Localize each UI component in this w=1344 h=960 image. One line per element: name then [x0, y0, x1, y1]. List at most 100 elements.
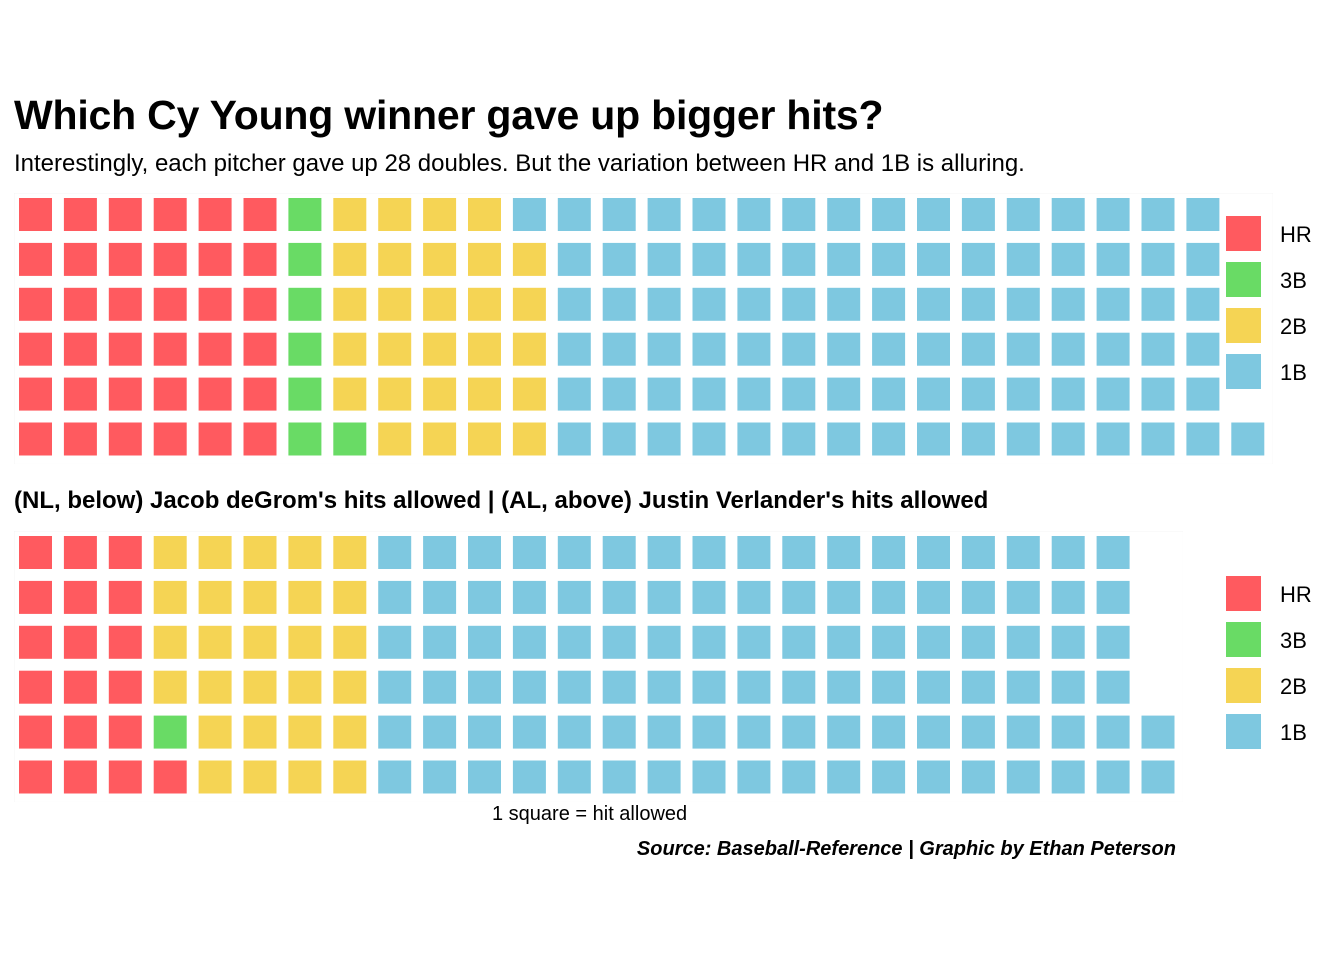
waffle-square-hr	[108, 377, 142, 411]
waffle-square-1b	[423, 715, 457, 749]
waffle-square-1b	[692, 242, 726, 276]
waffle-square-1b	[782, 670, 816, 704]
waffle-square-2b	[333, 670, 367, 704]
waffle-square-2b	[333, 760, 367, 794]
waffle-square-hr	[153, 198, 187, 231]
waffle-square-1b	[917, 332, 950, 366]
waffle-square-1b	[961, 625, 995, 659]
waffle-background	[14, 531, 1184, 803]
waffle-square-2b	[153, 670, 187, 704]
waffle-square-1b	[468, 580, 501, 614]
waffle-square-1b	[961, 670, 995, 704]
waffle-square-hr	[19, 625, 52, 659]
waffle-square-1b	[737, 242, 771, 276]
waffle-chart-verlander	[14, 193, 1274, 465]
waffle-square-1b	[692, 198, 726, 231]
waffle-square-1b	[1186, 242, 1220, 276]
waffle-square-2b	[333, 715, 367, 749]
waffle-square-1b	[827, 422, 861, 456]
waffle-square-1b	[827, 242, 861, 276]
waffle-chart-degrom	[14, 531, 1184, 803]
waffle-square-1b	[468, 536, 501, 569]
waffle-square-1b	[1096, 242, 1130, 276]
waffle-square-1b	[872, 422, 906, 456]
legend-label: 1B	[1280, 720, 1307, 745]
waffle-square-1b	[512, 670, 546, 704]
waffle-square-1b	[692, 760, 726, 794]
waffle-square-1b	[1051, 536, 1085, 569]
waffle-square-2b	[468, 198, 501, 231]
waffle-square-1b	[1096, 332, 1130, 366]
waffle-square-2b	[333, 198, 367, 231]
waffle-square-1b	[1006, 332, 1040, 366]
waffle-square-1b	[1051, 422, 1085, 456]
waffle-square-1b	[827, 580, 861, 614]
waffle-square-1b	[423, 670, 457, 704]
waffle-square-2b	[288, 760, 322, 794]
waffle-square-1b	[557, 198, 591, 231]
waffle-square-1b	[692, 670, 726, 704]
waffle-square-1b	[692, 332, 726, 366]
waffle-square-2b	[512, 287, 546, 321]
waffle-square-1b	[827, 287, 861, 321]
waffle-square-hr	[153, 242, 187, 276]
waffle-square-hr	[108, 198, 142, 231]
waffle-square-1b	[1006, 422, 1040, 456]
waffle-square-1b	[378, 715, 412, 749]
waffle-square-2b	[198, 670, 232, 704]
waffle-square-1b	[602, 332, 636, 366]
waffle-square-1b	[1006, 625, 1040, 659]
legend-key-1b	[1226, 354, 1261, 389]
waffle-square-1b	[872, 377, 906, 411]
waffle-square-2b	[468, 332, 501, 366]
waffle-square-1b	[782, 580, 816, 614]
waffle-square-1b	[647, 242, 681, 276]
waffle-square-1b	[512, 580, 546, 614]
waffle-square-1b	[602, 287, 636, 321]
waffle-square-1b	[737, 536, 771, 569]
waffle-square-1b	[917, 287, 950, 321]
legend-key-1b	[1226, 714, 1261, 749]
waffle-square-hr	[63, 760, 97, 794]
waffle-square-hr	[108, 715, 142, 749]
waffle-square-1b	[1096, 625, 1130, 659]
chart-middle-title: (NL, below) Jacob deGrom's hits allowed …	[14, 487, 989, 514]
waffle-square-1b	[917, 580, 950, 614]
waffle-square-1b	[917, 670, 950, 704]
waffle-square-1b	[602, 580, 636, 614]
legend-key-2b	[1226, 308, 1261, 343]
waffle-square-1b	[647, 580, 681, 614]
waffle-square-1b	[378, 580, 412, 614]
chart-source: Source: Baseball-Reference | Graphic by …	[636, 838, 1176, 860]
waffle-square-1b	[468, 760, 501, 794]
waffle-square-2b	[423, 287, 457, 321]
waffle-square-2b	[153, 625, 187, 659]
waffle-square-1b	[1096, 377, 1130, 411]
waffle-square-hr	[198, 198, 232, 231]
waffle-square-2b	[512, 242, 546, 276]
waffle-square-1b	[1006, 242, 1040, 276]
waffle-square-1b	[647, 198, 681, 231]
waffle-square-1b	[1141, 715, 1175, 749]
waffle-square-1b	[1051, 670, 1085, 704]
waffle-square-2b	[423, 198, 457, 231]
waffle-square-hr	[153, 760, 187, 794]
waffle-square-1b	[1051, 377, 1085, 411]
waffle-square-1b	[917, 536, 950, 569]
waffle-square-1b	[378, 670, 412, 704]
waffle-square-hr	[198, 242, 232, 276]
waffle-square-1b	[1096, 536, 1130, 569]
waffle-square-1b	[872, 760, 906, 794]
legend-label: 3B	[1280, 628, 1307, 653]
waffle-square-2b	[243, 580, 277, 614]
waffle-square-1b	[692, 715, 726, 749]
waffle-square-2b	[288, 580, 322, 614]
waffle-square-2b	[512, 377, 546, 411]
waffle-square-1b	[737, 287, 771, 321]
waffle-square-hr	[108, 580, 142, 614]
waffle-square-1b	[782, 332, 816, 366]
waffle-square-1b	[602, 715, 636, 749]
waffle-square-hr	[108, 536, 142, 569]
waffle-square-1b	[468, 625, 501, 659]
waffle-square-hr	[63, 670, 97, 704]
